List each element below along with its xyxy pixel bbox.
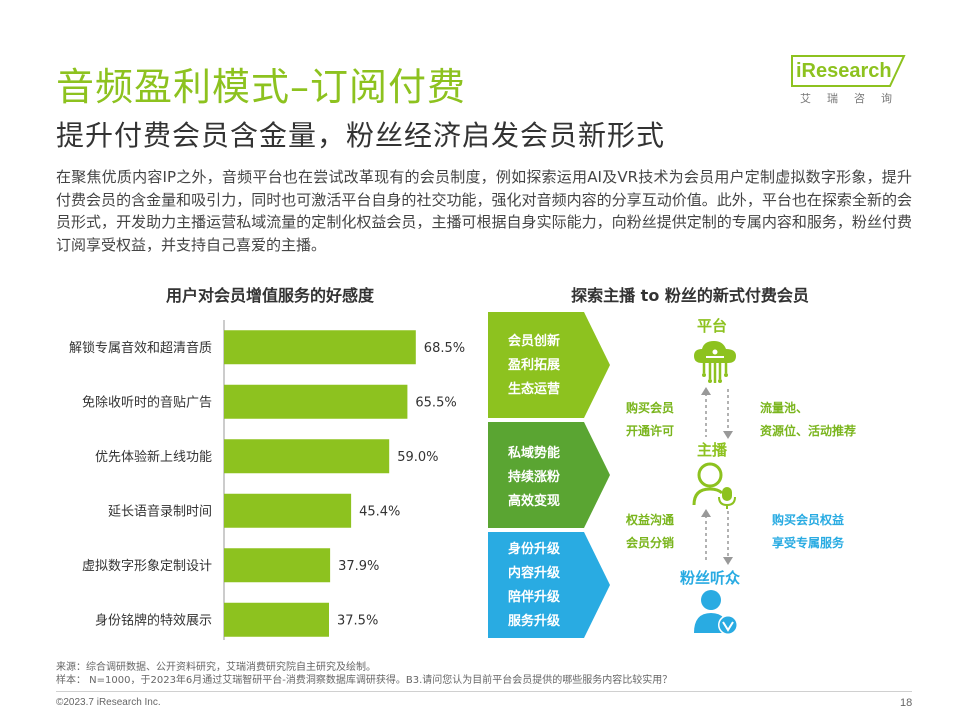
category-label: 解锁专属音效和超清音质 (69, 340, 212, 356)
category-label: 免除收听时的音贴广告 (82, 394, 212, 410)
band-item: 盈利拓展 (507, 358, 560, 373)
bar-chart: 解锁专属音效和超清音质 68.5% 免除收听时的音贴广告 65.5% 优先体验新上线功能… (69, 320, 465, 640)
band-item: 高效变现 (507, 494, 560, 509)
source-note: 来源：综合调研数据、公开资料研究，艾瑞消费研究院自主研究及绘制。 样本： N=1… (56, 661, 672, 687)
band-dark-green (488, 422, 610, 528)
annotation-buy-rights: 购买会员权益 享受专属服务 (772, 509, 844, 555)
intro-paragraph: 在聚焦优质内容IP之外，音频平台也在尝试改革现有的会员制度，例如探索运用AI及V… (56, 168, 912, 254)
band-item: 生态运营 (507, 382, 560, 397)
annotation-line: 购买会员权益 (772, 513, 845, 527)
footer-divider (56, 691, 912, 692)
annotation-line: 购买会员 (626, 401, 675, 415)
logo-subtitle: 艾瑞咨询 (800, 92, 908, 105)
value-label: 37.9% (338, 559, 379, 574)
category-label: 延长语音录制时间 (108, 503, 212, 519)
band-blue-text: 身份升级 内容升级 陪伴升级 服务升级 (488, 538, 580, 634)
cloud-platform-icon (694, 341, 736, 383)
annotation-line: 权益沟通 (626, 513, 675, 527)
iresearch-logo (791, 55, 906, 87)
band-item: 陪伴升级 (507, 590, 560, 605)
annotation-line: 开通许可 (626, 424, 675, 438)
page-title: 音频盈利模式–订阅付费 (56, 65, 467, 109)
annotation-line: 流量池、 (760, 401, 809, 415)
page-number: 18 (900, 697, 913, 709)
bar (224, 602, 329, 637)
value-label: 59.0% (397, 450, 438, 465)
annotation-line: 享受专属服务 (772, 536, 845, 550)
flow-arrows-bottom (701, 509, 733, 565)
category-label: 身份铭牌的特效展示 (95, 612, 212, 628)
fan-user-icon (694, 590, 738, 635)
bar (224, 330, 416, 365)
band-item: 持续涨粉 (507, 470, 560, 485)
bar-chart-title: 用户对会员增值服务的好感度 (165, 286, 374, 305)
band-item: 私域势能 (507, 446, 560, 461)
sample-line: 样本： N=1000，于2023年6月通过艾瑞智研平台-消费洞察数据库调研获得。… (56, 675, 673, 686)
flow-arrows-top (701, 387, 733, 439)
host-microphone-icon (692, 462, 736, 509)
category-label: 虚拟数字形象定制设计 (82, 559, 212, 574)
annotation-rights: 权益沟通 会员分销 (626, 509, 674, 555)
bar (224, 439, 390, 474)
bar (224, 384, 408, 419)
band-green (488, 312, 610, 418)
node-host-label: 主播 (697, 441, 728, 459)
band-item: 会员创新 (507, 334, 560, 349)
category-label: 优先体验新上线功能 (95, 449, 212, 465)
node-platform-label: 平台 (697, 317, 728, 335)
node-fans-label: 粉丝听众 (680, 569, 741, 587)
annotation-traffic: 流量池、 资源位、活动推荐 (760, 397, 856, 443)
annotation-line: 会员分销 (626, 536, 675, 550)
band-green-text: 会员创新 盈利拓展 生态运营 (488, 330, 580, 402)
band-blue (488, 532, 610, 638)
source-line: 来源：综合调研数据、公开资料研究，艾瑞消费研究院自主研究及绘制。 (56, 662, 376, 673)
annotation-buy-membership: 购买会员 开通许可 (626, 397, 674, 443)
band-item: 服务升级 (507, 614, 560, 629)
value-label: 65.5% (415, 395, 456, 410)
copyright: ©2023.7 iResearch Inc. (56, 697, 161, 708)
band-dark-green-text: 私域势能 持续涨粉 高效变现 (488, 442, 580, 514)
annotation-line: 资源位、活动推荐 (760, 424, 857, 438)
value-label: 68.5% (424, 341, 465, 356)
diagram-title: 探索主播 to 粉丝的新式付费会员 (571, 286, 809, 305)
bar (224, 493, 352, 528)
membership-flow-diagram: 平台 购买会员 开通许可 流量池、 资源位、活动推荐 主播 (610, 305, 910, 645)
page-subtitle: 提升付费会员含金量，粉丝经济启发会员新形式 (56, 119, 666, 152)
bar (224, 548, 331, 583)
band-item: 内容升级 (507, 566, 560, 581)
logo-brand: iResearch (796, 60, 892, 82)
value-label: 45.4% (359, 504, 400, 519)
value-label: 37.5% (337, 613, 378, 628)
band-item: 身份升级 (507, 542, 560, 557)
